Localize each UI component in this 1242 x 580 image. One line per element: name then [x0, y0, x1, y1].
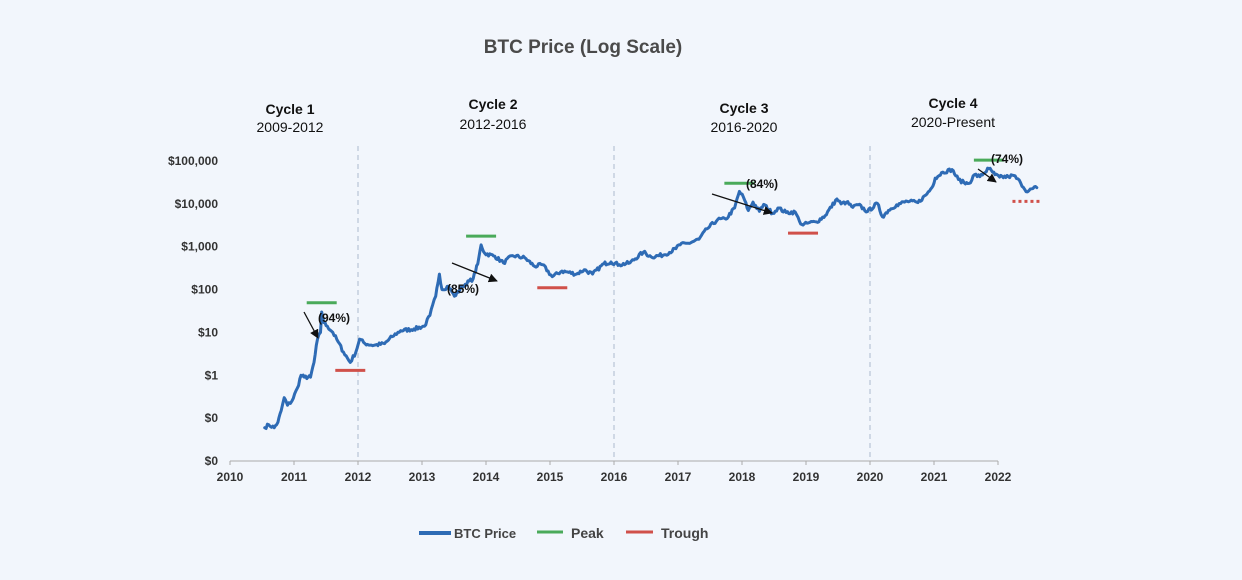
x-tick-label: 2011 [281, 470, 307, 484]
cycle-2-name: Cycle 2 [468, 96, 517, 112]
cycle-labels: Cycle 1 2009-2012 Cycle 2 2012-2016 Cycl… [257, 95, 996, 135]
cycle-1-range: 2009-2012 [257, 119, 324, 135]
cycle-4-name: Cycle 4 [928, 95, 977, 111]
drawdown-label-1: (94%) [318, 311, 350, 325]
drawdown-annotations: (94%) (85%) (84%) (74%) [303, 152, 1023, 339]
drawdown-arrow-4 [977, 168, 997, 183]
y-tick-label: $1,000 [181, 240, 218, 254]
drawdown-arrow-2 [451, 262, 498, 283]
x-tick-label: 2017 [665, 470, 692, 484]
legend: BTC Price Peak Trough [419, 525, 708, 541]
drawdown-label-2: (85%) [447, 282, 479, 296]
y-tick-label: $100,000 [168, 154, 218, 168]
x-tick-label: 2015 [537, 470, 564, 484]
cycle-dividers [357, 146, 871, 461]
drawdown-label-3: (84%) [746, 177, 778, 191]
y-tick-label: $1 [205, 368, 219, 382]
legend-price-label: BTC Price [454, 526, 516, 541]
price-series [263, 166, 1039, 430]
cycle-1-name: Cycle 1 [265, 101, 314, 117]
x-tick-label: 2022 [985, 470, 1012, 484]
x-tick-label: 2014 [473, 470, 500, 484]
cycle-3-range: 2016-2020 [711, 119, 778, 135]
drawdown-arrow-1 [303, 311, 319, 339]
cycle-2-range: 2012-2016 [460, 116, 527, 132]
x-tick-label: 2013 [409, 470, 436, 484]
y-axis-ticks: $0 $0 $1 $10 $100 $1,000 $10,000 $100,000 [168, 154, 218, 468]
x-tick-label: 2021 [921, 470, 948, 484]
cycle-4-range: 2020-Present [911, 114, 995, 130]
drawdown-label-4: (74%) [991, 152, 1023, 166]
legend-trough-label: Trough [661, 525, 708, 541]
y-tick-label: $0 [205, 411, 219, 425]
y-tick-label: $10 [198, 325, 218, 339]
x-tick-label: 2020 [857, 470, 884, 484]
x-tick-label: 2010 [217, 470, 244, 484]
x-tick-label: 2012 [345, 470, 372, 484]
x-axis-ticks: 2010 2011 2012 2013 2014 2015 2016 2017 2018 2019… [217, 461, 1012, 484]
y-tick-label: $100 [191, 283, 218, 297]
y-tick-label: $10,000 [175, 197, 219, 211]
drawdown-arrow-3 [711, 193, 773, 215]
btc-price-line [263, 166, 1039, 430]
x-tick-label: 2016 [601, 470, 628, 484]
legend-peak-label: Peak [571, 525, 604, 541]
peak-trough-markers [306, 158, 1043, 372]
chart-title: BTC Price (Log Scale) [484, 37, 683, 58]
x-tick-label: 2018 [729, 470, 756, 484]
y-tick-label: $0 [205, 454, 219, 468]
cycle-3-name: Cycle 3 [719, 100, 768, 116]
x-tick-label: 2019 [793, 470, 820, 484]
